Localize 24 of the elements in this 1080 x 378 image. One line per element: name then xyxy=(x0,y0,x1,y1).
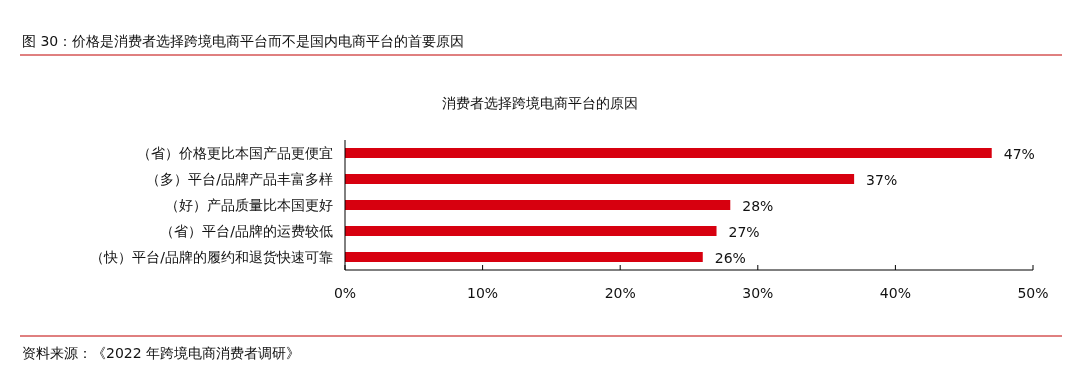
x-tick-label: 50% xyxy=(1017,285,1049,301)
x-tick-label: 10% xyxy=(467,285,499,301)
data-label: 27% xyxy=(728,224,760,240)
x-tick-label: 30% xyxy=(742,285,774,301)
x-tick-label: 40% xyxy=(879,285,911,301)
chart-subtitle: 消费者选择跨境电商平台的原因 xyxy=(442,95,638,111)
bar xyxy=(345,226,717,236)
y-tick-label: （好）产品质量比本国更好 xyxy=(165,197,333,213)
y-tick-label: （快）平台/品牌的履约和退货快速可靠 xyxy=(90,249,333,265)
bar xyxy=(345,148,992,158)
data-label: 26% xyxy=(714,250,746,266)
x-tick-label: 0% xyxy=(333,285,357,301)
bar xyxy=(345,174,855,184)
y-tick-label: （省）平台/品牌的运费较低 xyxy=(160,223,333,239)
bar xyxy=(345,200,731,210)
bar xyxy=(345,252,703,262)
data-label: 37% xyxy=(866,172,898,188)
text: 资料来源：《2022 年跨境电商消费者调研》 xyxy=(22,345,301,361)
y-tick-label: （省）价格更比本国产品更便宜 xyxy=(137,145,333,161)
data-label: 28% xyxy=(742,198,774,214)
x-tick-label: 20% xyxy=(604,285,636,301)
chart-title: 图 30：价格是消费者选择跨境电商平台而不是国内电商平台的首要原因 xyxy=(22,33,465,49)
data-label: 47% xyxy=(1003,146,1035,162)
y-tick-label: （多）平台/品牌产品丰富多样 xyxy=(146,171,333,187)
